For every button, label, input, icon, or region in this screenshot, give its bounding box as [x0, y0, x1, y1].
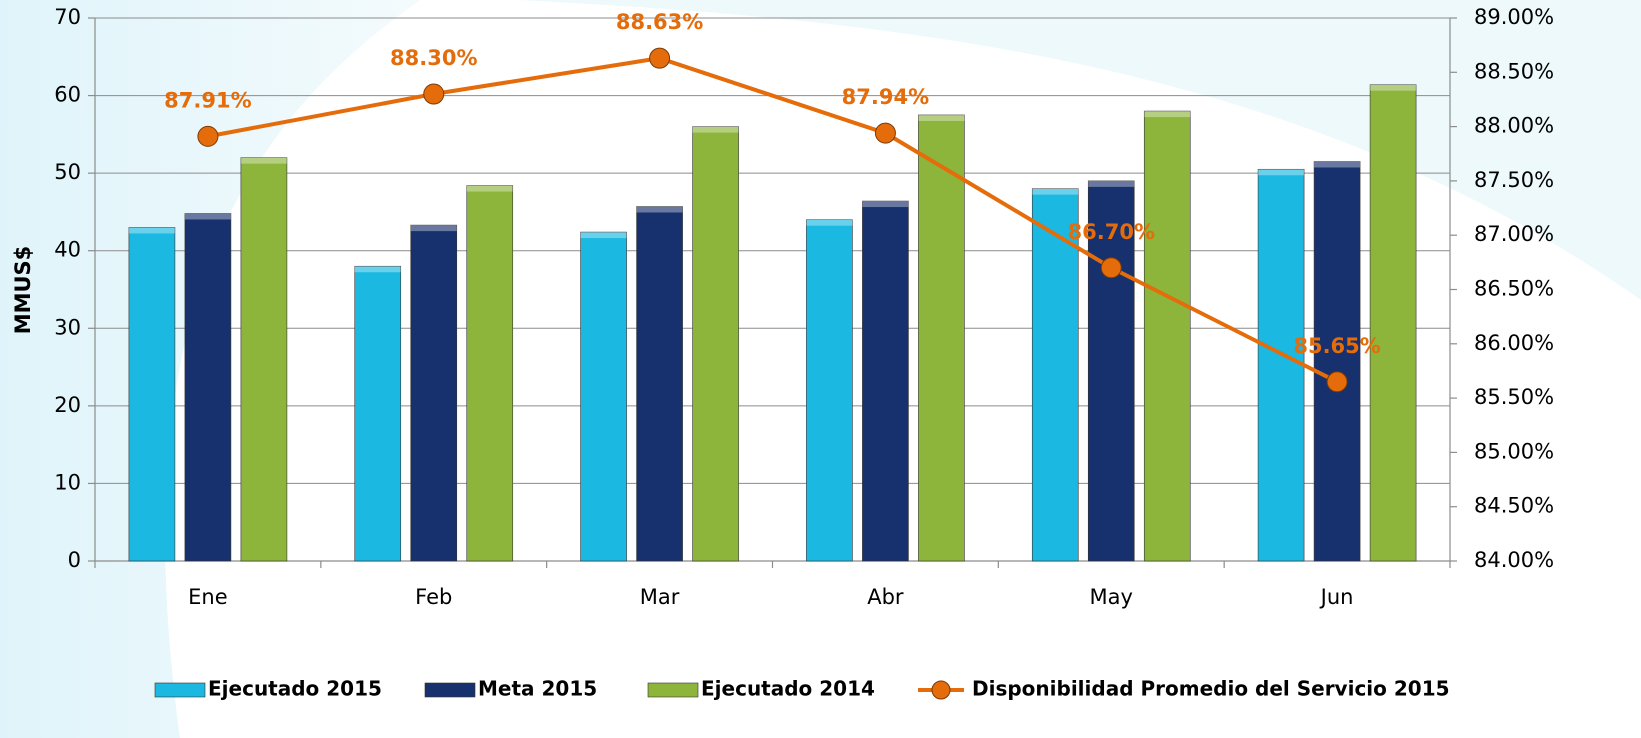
bar — [692, 126, 739, 562]
bar-highlight — [1088, 180, 1135, 187]
x-tick-label: Feb — [415, 585, 452, 609]
y-tick-label: 50 — [54, 160, 81, 184]
x-tick-label: Mar — [640, 585, 680, 609]
line-marker — [1326, 371, 1348, 393]
y2-tick-label: 88.50% — [1474, 59, 1554, 83]
bar-highlight — [1370, 84, 1417, 91]
x-tick-label: Abr — [867, 585, 904, 609]
legend-swatch — [424, 682, 476, 698]
legend-swatch — [931, 680, 951, 700]
bar-highlight — [1032, 188, 1079, 195]
y-axis-title: MMUS$ — [11, 246, 35, 335]
y2-tick-label: 88.00% — [1474, 114, 1554, 138]
bar-highlight — [1144, 111, 1191, 118]
bar — [1143, 110, 1191, 562]
bar — [466, 185, 514, 562]
bar — [862, 200, 909, 562]
bar — [410, 224, 458, 562]
legend-label: Ejecutado 2015 — [208, 677, 382, 701]
legend-swatch — [647, 682, 699, 698]
y-tick-label: 60 — [54, 83, 81, 107]
line — [207, 56, 1338, 384]
legend-label: Meta 2015 — [478, 677, 597, 701]
y-tick-label: 40 — [54, 238, 81, 262]
bar-highlight — [466, 185, 513, 192]
legend-swatch — [154, 682, 206, 698]
y2-tick-label: 85.00% — [1474, 439, 1554, 463]
data-label: 85.65% — [1293, 334, 1380, 358]
legend-label: Ejecutado 2014 — [701, 677, 875, 701]
y2-tick-label: 89.00% — [1474, 5, 1554, 29]
bar — [1087, 180, 1135, 562]
line-marker — [874, 122, 896, 144]
x-tick-label: Jun — [1319, 585, 1354, 609]
y2-tick-label: 84.00% — [1474, 548, 1554, 572]
data-label: 87.91% — [164, 88, 251, 112]
y2-tick-label: 84.50% — [1474, 494, 1554, 518]
x-tick-label: May — [1090, 585, 1133, 609]
bar-highlight — [240, 157, 287, 164]
legend-label: Disponibilidad Promedio del Servicio 201… — [972, 677, 1450, 701]
y2-tick-label: 86.00% — [1474, 331, 1554, 355]
bar — [1257, 168, 1305, 562]
y-tick-label: 30 — [54, 315, 81, 339]
background-swoosh — [0, 0, 420, 738]
y-tick-label: 10 — [54, 470, 81, 494]
line-marker — [1100, 257, 1122, 279]
y2-tick-label: 87.00% — [1474, 222, 1554, 246]
y-tick-label: 20 — [54, 393, 81, 417]
bar-highlight — [692, 126, 739, 133]
bar-highlight — [410, 225, 457, 232]
y2-tick-label: 85.50% — [1474, 385, 1554, 409]
bar — [1369, 84, 1417, 562]
bar-highlight — [806, 219, 853, 226]
data-label: 88.30% — [390, 46, 477, 70]
data-label: 88.63% — [616, 10, 703, 34]
line-marker — [423, 83, 445, 105]
line-marker — [197, 125, 219, 147]
data-label: 86.70% — [1068, 220, 1155, 244]
bar-highlight — [1258, 169, 1305, 176]
data-label: 87.94% — [842, 85, 929, 109]
bar — [354, 265, 402, 562]
bar — [128, 227, 176, 562]
line-marker — [649, 47, 671, 69]
bar-highlight — [184, 213, 231, 220]
bar-highlight — [918, 114, 965, 121]
bar-highlight — [636, 206, 683, 213]
y-tick-label: 0 — [68, 548, 81, 572]
x-tick-label: Ene — [188, 585, 228, 609]
bar — [1313, 161, 1361, 562]
bar-highlight — [354, 266, 401, 273]
bar — [636, 206, 683, 562]
bar-highlight — [862, 201, 909, 208]
y2-tick-label: 86.50% — [1474, 277, 1554, 301]
bar — [806, 219, 853, 562]
y-tick-label: 70 — [54, 5, 81, 29]
y2-tick-label: 87.50% — [1474, 168, 1554, 192]
bar — [184, 213, 232, 562]
bar — [918, 114, 965, 562]
bar-highlight — [1314, 161, 1361, 168]
bar — [580, 231, 627, 562]
bar — [1031, 188, 1079, 562]
bar-highlight — [580, 232, 627, 239]
bar — [240, 157, 288, 562]
background-swoosh — [520, 0, 1641, 300]
bar-highlight — [128, 227, 175, 234]
